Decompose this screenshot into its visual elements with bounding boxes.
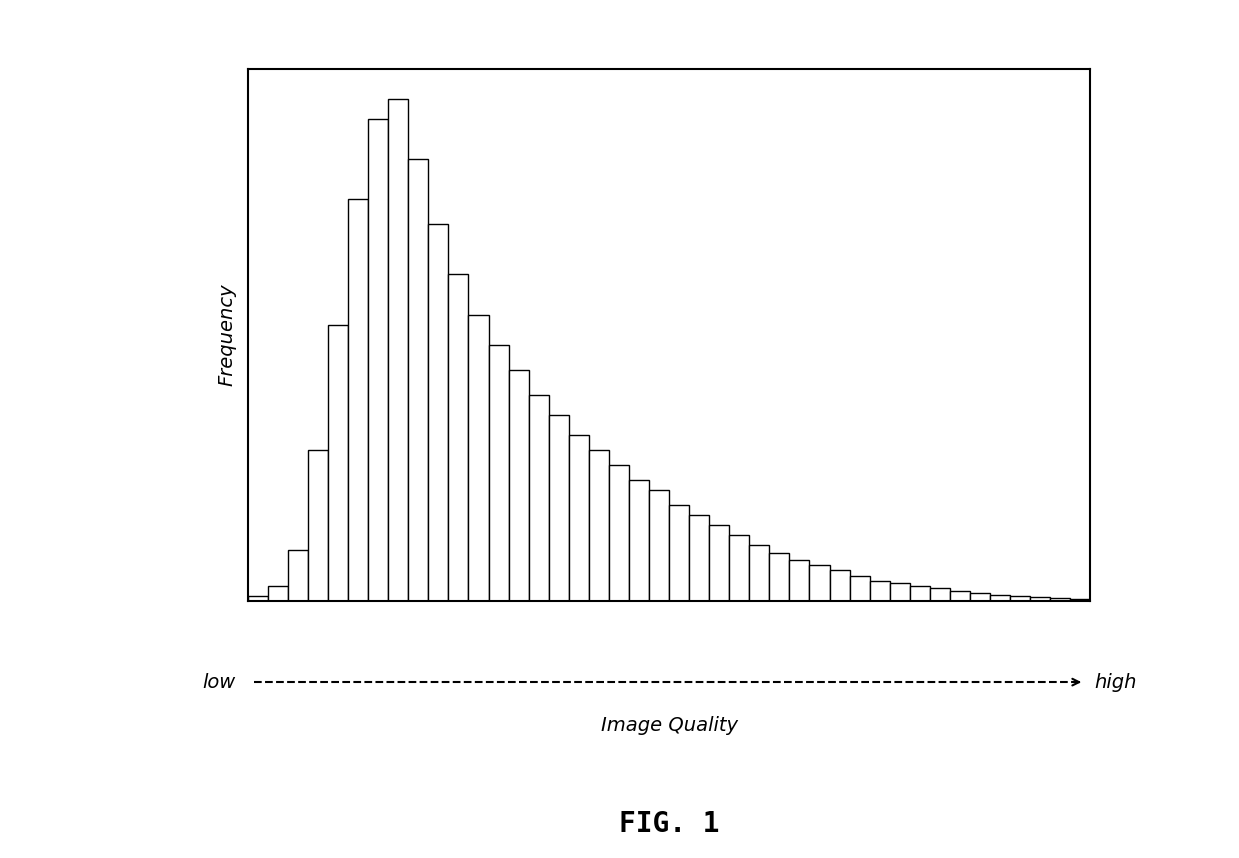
Bar — [348, 199, 368, 601]
Bar — [709, 525, 730, 601]
Bar — [468, 315, 488, 601]
Bar — [328, 324, 348, 601]
Bar — [1010, 595, 1030, 601]
Bar — [850, 576, 870, 601]
Y-axis label: Frequency: Frequency — [218, 283, 237, 386]
Text: high: high — [1094, 673, 1136, 692]
Text: low: low — [202, 673, 235, 692]
Bar — [669, 505, 689, 601]
Bar — [629, 480, 649, 601]
Text: Image Quality: Image Quality — [601, 716, 737, 734]
Bar — [248, 595, 268, 601]
Bar — [1070, 599, 1090, 601]
Bar — [830, 571, 850, 601]
Bar — [649, 490, 669, 601]
Bar — [1051, 598, 1070, 601]
Bar — [870, 581, 890, 601]
Bar — [388, 99, 409, 601]
Bar — [287, 551, 309, 601]
Bar — [368, 118, 388, 601]
Bar — [890, 583, 909, 601]
Bar — [689, 516, 709, 601]
Bar — [789, 560, 809, 601]
Bar — [950, 590, 970, 601]
Bar — [589, 450, 608, 601]
Bar — [488, 345, 508, 601]
Bar — [529, 395, 549, 601]
Bar — [449, 275, 468, 601]
Bar — [409, 159, 429, 601]
Bar — [508, 370, 529, 601]
Bar — [608, 465, 629, 601]
Bar — [1030, 597, 1051, 601]
Bar — [730, 535, 750, 601]
Bar — [990, 595, 1010, 601]
Bar — [569, 435, 589, 601]
Bar — [769, 553, 789, 601]
Bar — [309, 450, 328, 601]
Bar — [268, 585, 287, 601]
Bar — [750, 546, 769, 601]
Bar — [429, 224, 449, 601]
Bar — [909, 585, 929, 601]
Bar — [809, 565, 830, 601]
Bar — [929, 588, 950, 601]
Bar — [549, 415, 569, 601]
Bar — [970, 593, 990, 601]
Text: FIG. 1: FIG. 1 — [618, 810, 720, 837]
